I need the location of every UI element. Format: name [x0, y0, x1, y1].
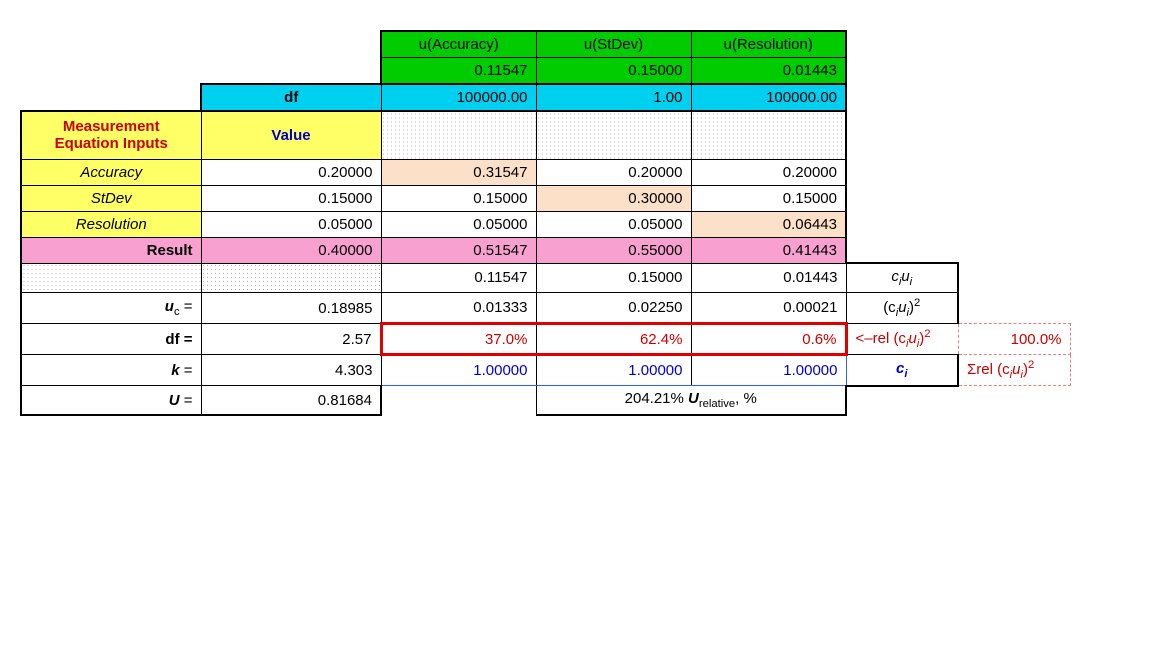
- row9-c3: 0.01443: [691, 263, 846, 293]
- side-ciui: ciui: [846, 263, 958, 293]
- side-sum-rel: Σrel (ciui)2: [958, 355, 1070, 386]
- header-u-resolution: u(Resolution): [691, 31, 846, 58]
- u-resolution-value: 0.01443: [691, 58, 846, 85]
- accuracy-c1: 0.31547: [381, 159, 536, 185]
- label-uc: uc =: [21, 293, 201, 324]
- u-relative: 204.21% Urelative, %: [536, 386, 846, 416]
- side-ciui-sq: (ciui)2: [846, 293, 958, 324]
- result-c1: 0.51547: [381, 237, 536, 263]
- value-uc: 0.18985: [201, 293, 381, 324]
- df-c1: 37.0%: [381, 324, 536, 355]
- side-rel-ciui-sq: <–rel (ciui)2: [846, 324, 958, 355]
- dots-cell-row9-1: [21, 263, 201, 293]
- resolution-c1: 0.05000: [381, 211, 536, 237]
- label-stdev: StDev: [21, 185, 201, 211]
- label-resolution: Resolution: [21, 211, 201, 237]
- k-c3: 1.00000: [691, 355, 846, 386]
- dots-cell-1: [381, 111, 536, 159]
- resolution-c3: 0.06443: [691, 211, 846, 237]
- df-accuracy: 100000.00: [381, 84, 536, 111]
- row9-c2: 0.15000: [536, 263, 691, 293]
- measurement-equation-inputs-header: MeasurementEquation Inputs: [21, 111, 201, 159]
- accuracy-c3: 0.20000: [691, 159, 846, 185]
- row9-c1: 0.11547: [381, 263, 536, 293]
- df-c3: 0.6%: [691, 324, 846, 355]
- df-header: df: [201, 84, 381, 111]
- stdev-c1: 0.15000: [381, 185, 536, 211]
- df-c2: 62.4%: [536, 324, 691, 355]
- header-u-accuracy: u(Accuracy): [381, 31, 536, 58]
- accuracy-c2: 0.20000: [536, 159, 691, 185]
- k-c1: 1.00000: [381, 355, 536, 386]
- result-c2: 0.55000: [536, 237, 691, 263]
- side-ci: ci: [846, 355, 958, 386]
- label-result: Result: [21, 237, 201, 263]
- resolution-c2: 0.05000: [536, 211, 691, 237]
- stdev-c2: 0.30000: [536, 185, 691, 211]
- label-df-row: df =: [21, 324, 201, 355]
- uc-c2: 0.02250: [536, 293, 691, 324]
- u-accuracy-value: 0.11547: [381, 58, 536, 85]
- dots-cell-2: [536, 111, 691, 159]
- df-resolution: 100000.00: [691, 84, 846, 111]
- dots-cell-row9-2: [201, 263, 381, 293]
- label-k: k =: [21, 355, 201, 386]
- uc-c3: 0.00021: [691, 293, 846, 324]
- stdev-c3: 0.15000: [691, 185, 846, 211]
- side-hundred: 100.0%: [958, 324, 1070, 355]
- uncertainty-table: u(Accuracy) u(StDev) u(Resolution) 0.115…: [20, 30, 1071, 416]
- k-c2: 1.00000: [536, 355, 691, 386]
- value-U: 0.81684: [201, 386, 381, 416]
- value-result: 0.40000: [201, 237, 381, 263]
- header-u-stdev: u(StDev): [536, 31, 691, 58]
- result-c3: 0.41443: [691, 237, 846, 263]
- value-df-row: 2.57: [201, 324, 381, 355]
- value-stdev: 0.15000: [201, 185, 381, 211]
- value-k: 4.303: [201, 355, 381, 386]
- u-stdev-value: 0.15000: [536, 58, 691, 85]
- dots-cell-3: [691, 111, 846, 159]
- value-resolution: 0.05000: [201, 211, 381, 237]
- uc-c1: 0.01333: [381, 293, 536, 324]
- label-U: U =: [21, 386, 201, 416]
- label-accuracy: Accuracy: [21, 159, 201, 185]
- df-stdev: 1.00: [536, 84, 691, 111]
- value-accuracy: 0.20000: [201, 159, 381, 185]
- value-header: Value: [201, 111, 381, 159]
